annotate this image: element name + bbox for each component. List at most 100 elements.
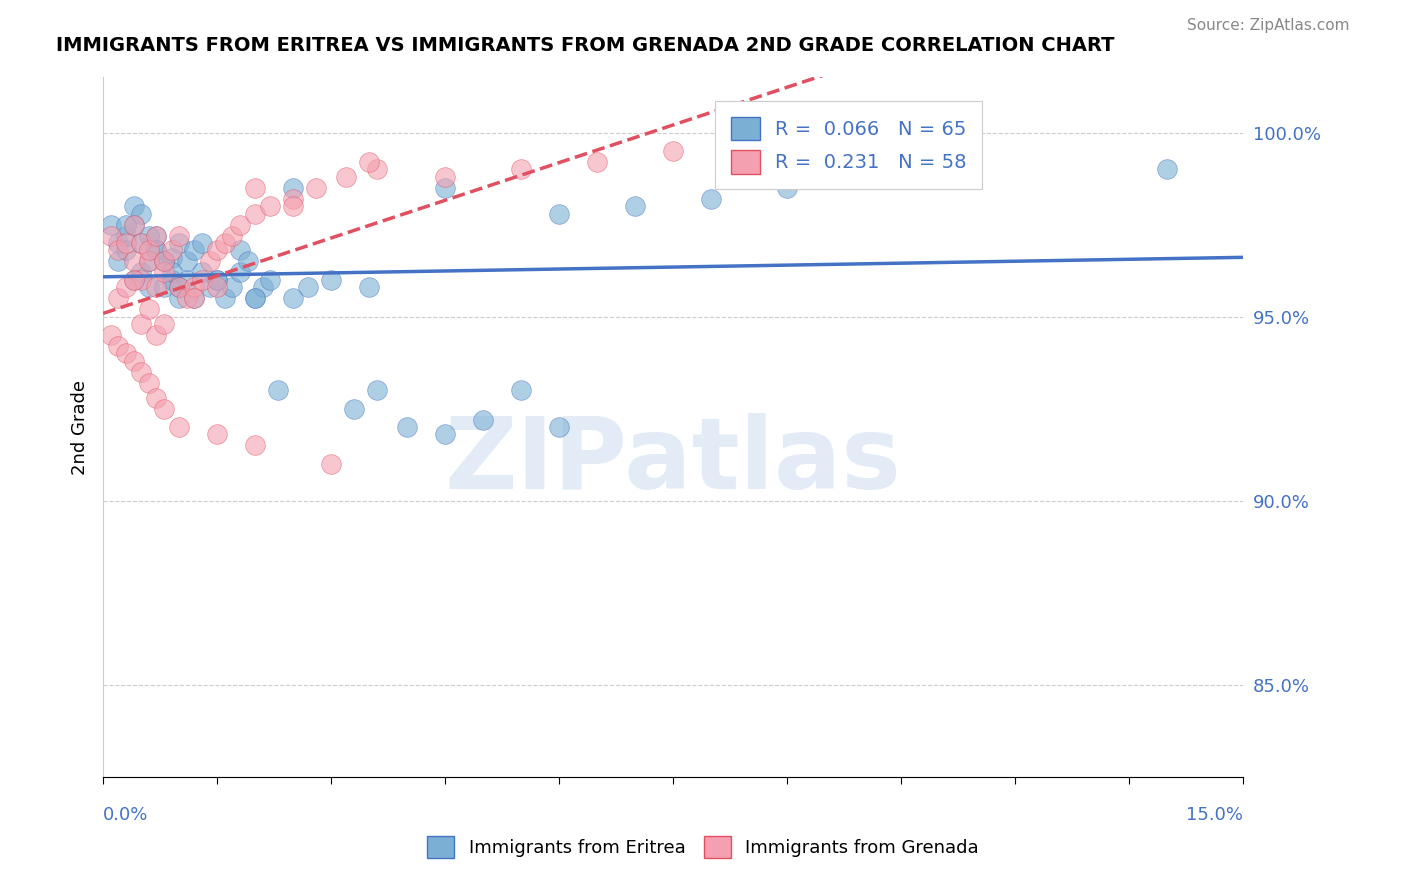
Point (100, 218, 122, 232)
Point (586, 155, 609, 169)
Point (115, 218, 138, 232)
Text: Source: ZipAtlas.com: Source: ZipAtlas.com (1187, 18, 1350, 33)
Point (267, 383, 290, 397)
Point (434, 427, 457, 442)
Text: ZIPatlas: ZIPatlas (444, 414, 901, 510)
Point (434, 169, 457, 184)
Point (145, 244, 167, 258)
Point (335, 169, 357, 184)
Point (252, 280, 274, 294)
Point (129, 235, 152, 250)
Point (229, 218, 252, 232)
Point (928, 162, 950, 177)
Point (297, 280, 319, 294)
Point (160, 244, 183, 258)
Point (153, 254, 176, 268)
Point (243, 206, 266, 220)
Point (396, 420, 419, 434)
Point (138, 254, 160, 268)
Point (145, 228, 167, 243)
Point (281, 181, 304, 195)
Point (236, 254, 259, 268)
Point (138, 376, 160, 390)
Point (776, 181, 799, 195)
Point (122, 273, 145, 287)
Point (176, 273, 198, 287)
Point (229, 244, 252, 258)
Point (205, 244, 228, 258)
Point (281, 199, 304, 213)
Point (115, 235, 138, 250)
Point (205, 427, 228, 442)
Point (129, 206, 152, 220)
Point (221, 228, 243, 243)
Point (319, 273, 342, 287)
Point (167, 228, 190, 243)
Point (700, 192, 723, 206)
Point (145, 228, 167, 243)
Point (107, 244, 129, 258)
Point (145, 328, 167, 343)
Point (510, 383, 533, 397)
Point (510, 162, 533, 177)
Point (160, 251, 183, 265)
Point (122, 353, 145, 368)
Point (122, 273, 145, 287)
Point (259, 273, 281, 287)
Point (129, 265, 152, 279)
Point (243, 291, 266, 305)
Point (183, 280, 205, 294)
Point (153, 317, 176, 331)
Point (198, 254, 221, 268)
Point (107, 291, 129, 305)
Point (160, 265, 183, 279)
Text: 15.0%: 15.0% (1187, 806, 1243, 824)
Point (259, 199, 281, 213)
Point (366, 162, 388, 177)
Point (145, 244, 167, 258)
Point (548, 420, 571, 434)
Point (191, 265, 214, 279)
Point (107, 339, 129, 353)
Point (167, 420, 190, 434)
Point (153, 254, 176, 268)
Point (221, 280, 243, 294)
Point (176, 254, 198, 268)
Point (129, 365, 152, 379)
Y-axis label: 2nd Grade: 2nd Grade (72, 379, 89, 475)
Point (366, 383, 388, 397)
Point (115, 244, 138, 258)
Legend: Immigrants from Eritrea, Immigrants from Grenada: Immigrants from Eritrea, Immigrants from… (420, 829, 986, 865)
Point (100, 228, 122, 243)
Point (191, 273, 214, 287)
Point (100, 328, 122, 343)
Point (198, 280, 221, 294)
Point (122, 218, 145, 232)
Point (229, 265, 252, 279)
Point (176, 291, 198, 305)
Point (107, 235, 129, 250)
Point (138, 228, 160, 243)
Point (167, 280, 190, 294)
Point (122, 218, 145, 232)
Point (167, 280, 190, 294)
Point (434, 181, 457, 195)
Point (624, 199, 647, 213)
Point (138, 280, 160, 294)
Point (122, 254, 145, 268)
Point (167, 291, 190, 305)
Point (343, 401, 366, 416)
Point (115, 280, 138, 294)
Point (205, 273, 228, 287)
Point (107, 254, 129, 268)
Point (183, 291, 205, 305)
Point (214, 235, 236, 250)
Point (183, 244, 205, 258)
Point (319, 457, 342, 471)
Point (359, 155, 381, 169)
Point (1156, 162, 1178, 177)
Point (153, 265, 176, 279)
Point (167, 235, 190, 250)
Point (191, 235, 214, 250)
Point (129, 273, 152, 287)
